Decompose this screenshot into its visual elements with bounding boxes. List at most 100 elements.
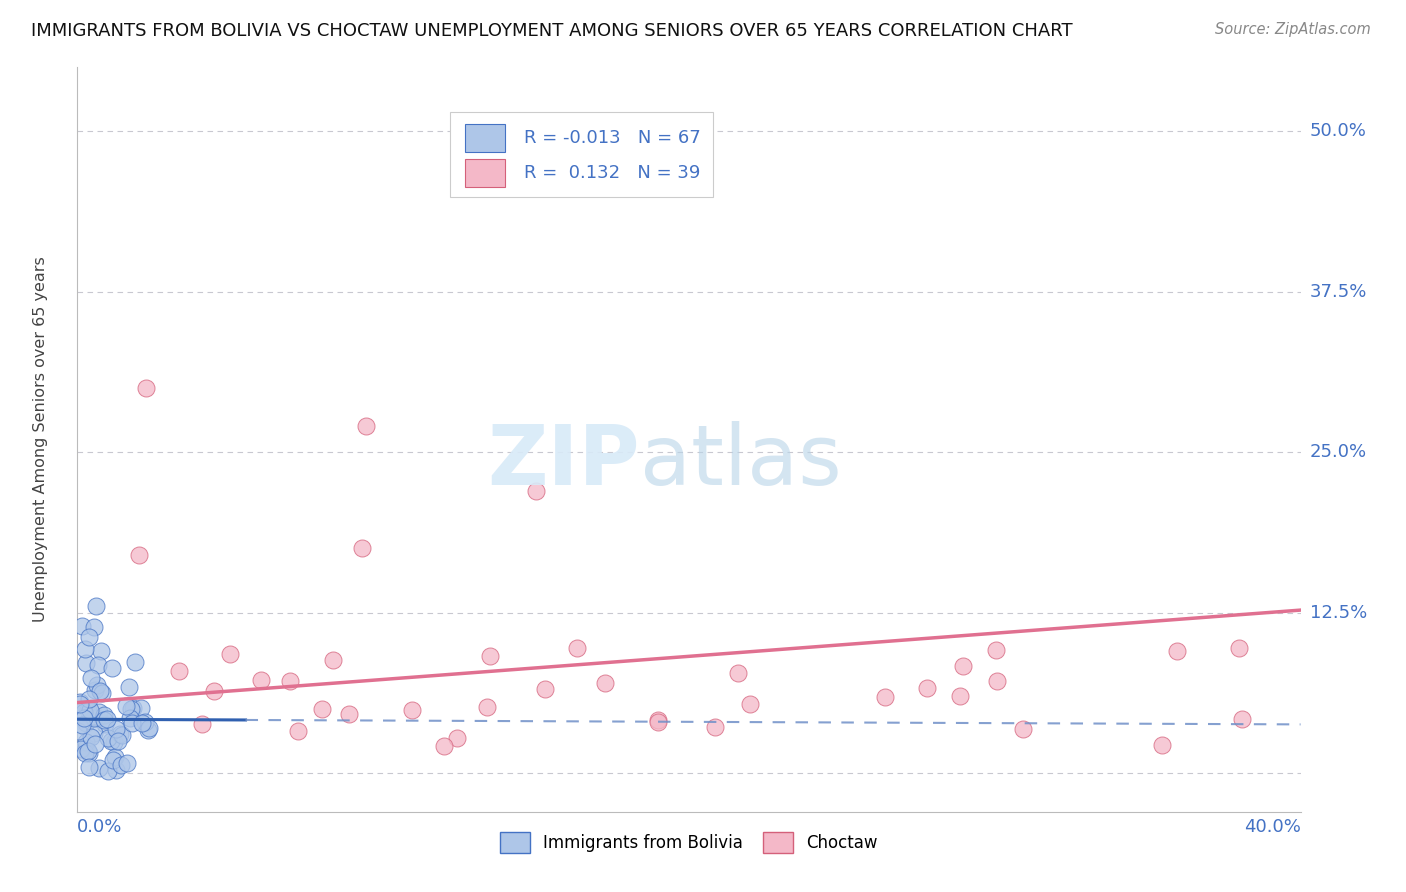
Point: [77, 744, 100, 758]
Text: 25.0%: 25.0%: [1310, 443, 1367, 461]
Point: [984, 642, 1007, 657]
Point: [87, 657, 110, 672]
Point: [108, 727, 131, 741]
Point: [101, 753, 124, 767]
Point: [83, 683, 105, 698]
Point: [949, 689, 972, 703]
Point: [136, 723, 159, 738]
Point: [135, 381, 157, 395]
Point: [703, 721, 725, 735]
Point: [75, 735, 97, 749]
Point: [77, 692, 100, 706]
Point: [75, 741, 97, 756]
Text: 40.0%: 40.0%: [1244, 818, 1301, 836]
Point: [105, 723, 128, 737]
Point: [128, 548, 150, 562]
Point: [524, 483, 547, 498]
Point: [354, 419, 377, 434]
Point: [115, 756, 138, 770]
Point: [278, 673, 301, 688]
Point: [1011, 723, 1033, 737]
Point: [138, 721, 160, 735]
Point: [80, 730, 103, 744]
Point: [73, 711, 96, 725]
Point: [124, 655, 146, 669]
Point: [75, 716, 97, 731]
Text: Unemployment Among Seniors over 65 years: Unemployment Among Seniors over 65 years: [34, 256, 48, 623]
Point: [83, 711, 105, 725]
Point: [86, 677, 108, 691]
Point: [90, 644, 112, 658]
Point: [446, 731, 468, 745]
Point: [1229, 641, 1251, 656]
Point: [475, 700, 498, 714]
Point: [1150, 738, 1173, 752]
Point: [121, 715, 143, 730]
Point: [94, 716, 117, 731]
Point: [219, 647, 242, 661]
Text: 50.0%: 50.0%: [1310, 122, 1367, 140]
Text: R =  0.132   N = 39: R = 0.132 N = 39: [524, 163, 700, 182]
Point: [401, 703, 423, 717]
Text: 37.5%: 37.5%: [1310, 283, 1367, 301]
Text: 0.0%: 0.0%: [77, 818, 122, 836]
Point: [478, 648, 501, 663]
Legend: Immigrants from Bolivia, Choctaw: Immigrants from Bolivia, Choctaw: [494, 826, 884, 859]
Point: [134, 714, 156, 729]
Point: [96, 712, 118, 726]
Point: [1230, 712, 1253, 726]
Point: [79, 631, 101, 645]
Point: [565, 640, 588, 655]
Point: [131, 716, 153, 731]
Point: [69, 697, 91, 711]
Point: [73, 642, 96, 657]
Point: [103, 735, 125, 749]
Point: [122, 701, 145, 715]
Point: [111, 728, 134, 742]
FancyBboxPatch shape: [450, 112, 713, 197]
Point: [107, 734, 129, 748]
Point: [79, 703, 101, 717]
Text: R = -0.013   N = 67: R = -0.013 N = 67: [524, 128, 700, 146]
Point: [72, 705, 94, 719]
Point: [1166, 644, 1188, 658]
Point: [167, 664, 190, 678]
Point: [100, 734, 122, 748]
Point: [80, 671, 103, 685]
Point: [118, 711, 141, 725]
Point: [84, 599, 107, 614]
Point: [647, 713, 669, 727]
Point: [96, 731, 118, 745]
Point: [66, 723, 89, 738]
Point: [104, 750, 127, 764]
Point: [433, 739, 456, 753]
Point: [986, 674, 1008, 689]
Point: [202, 684, 225, 698]
Point: [322, 653, 344, 667]
Point: [740, 697, 762, 711]
Point: [69, 695, 91, 709]
Text: Source: ZipAtlas.com: Source: ZipAtlas.com: [1215, 22, 1371, 37]
Bar: [465, 159, 506, 186]
Point: [118, 680, 141, 694]
Point: [89, 684, 111, 698]
Point: [77, 746, 100, 760]
Point: [534, 682, 557, 697]
Point: [86, 711, 108, 725]
Point: [110, 757, 132, 772]
Point: [72, 618, 94, 632]
Point: [93, 708, 115, 723]
Point: [115, 699, 138, 714]
Point: [83, 620, 105, 634]
Point: [105, 763, 128, 777]
Point: [593, 675, 616, 690]
Point: [97, 764, 120, 778]
Text: IMMIGRANTS FROM BOLIVIA VS CHOCTAW UNEMPLOYMENT AMONG SENIORS OVER 65 YEARS CORR: IMMIGRANTS FROM BOLIVIA VS CHOCTAW UNEMP…: [31, 22, 1073, 40]
Point: [917, 681, 939, 696]
Point: [727, 666, 749, 681]
Point: [77, 760, 100, 774]
Point: [70, 717, 93, 731]
Point: [89, 705, 111, 719]
Point: [75, 656, 97, 670]
Point: [91, 686, 114, 700]
